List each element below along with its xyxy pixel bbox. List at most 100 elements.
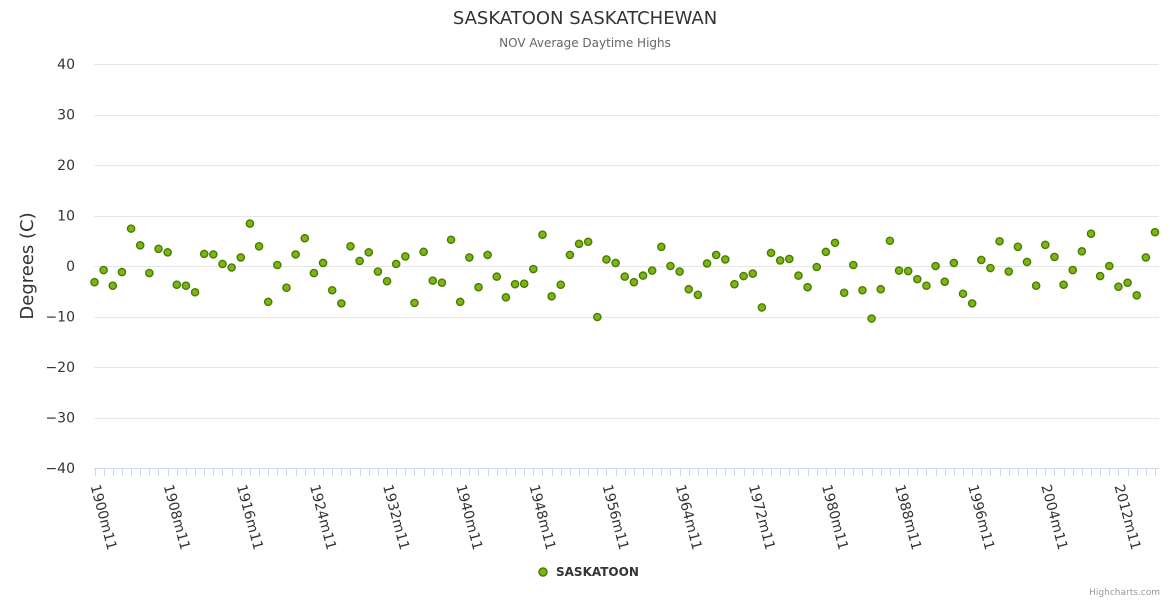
data-point[interactable] [355, 256, 364, 266]
data-point[interactable] [538, 230, 547, 239]
data-point[interactable] [785, 254, 794, 264]
data-point[interactable] [1004, 267, 1014, 276]
data-point[interactable] [977, 255, 986, 265]
data-point[interactable] [199, 249, 209, 259]
data-point[interactable] [721, 255, 730, 264]
data-point[interactable] [519, 279, 529, 288]
data-point[interactable] [629, 277, 639, 287]
data-point[interactable] [529, 264, 538, 274]
data-point[interactable] [748, 269, 758, 278]
data-point[interactable] [794, 271, 803, 280]
data-point[interactable] [849, 260, 858, 270]
data-point[interactable] [693, 290, 703, 300]
data-point[interactable] [437, 278, 447, 287]
data-point[interactable] [154, 244, 163, 254]
data-point[interactable] [1022, 257, 1032, 267]
data-point[interactable] [117, 267, 127, 277]
data-point[interactable] [373, 267, 383, 276]
data-point[interactable] [867, 314, 876, 323]
data-point[interactable] [282, 283, 291, 293]
data-point[interactable] [190, 287, 200, 297]
data-point[interactable] [611, 258, 620, 268]
data-point[interactable] [291, 250, 300, 259]
data-point[interactable] [1077, 247, 1087, 256]
data-point[interactable] [410, 298, 419, 308]
data-point[interactable] [364, 248, 374, 257]
credits[interactable]: Highcharts.com [1089, 588, 1160, 598]
data-point[interactable] [593, 312, 602, 322]
data-point[interactable] [446, 235, 456, 245]
data-point[interactable] [803, 282, 812, 292]
data-point[interactable] [565, 250, 575, 260]
data-point[interactable] [108, 281, 118, 290]
data-point[interactable] [922, 281, 931, 290]
data-point[interactable] [812, 262, 822, 272]
data-point[interactable] [684, 284, 694, 294]
data-point[interactable] [263, 297, 273, 307]
data-point[interactable] [465, 253, 474, 262]
data-point[interactable] [931, 261, 940, 271]
data-point[interactable] [346, 242, 355, 251]
data-point[interactable] [218, 259, 227, 269]
data-point[interactable] [986, 263, 995, 273]
data-point[interactable] [556, 280, 566, 289]
data-point[interactable] [309, 268, 319, 278]
data-point[interactable] [501, 293, 511, 302]
data-point[interactable] [830, 238, 840, 248]
data-point[interactable] [730, 279, 739, 289]
series-saskatoon[interactable] [90, 219, 1160, 323]
data-point[interactable] [1050, 252, 1059, 262]
data-point[interactable] [757, 303, 767, 312]
data-point[interactable] [995, 236, 1004, 246]
data-point[interactable] [474, 282, 483, 292]
data-point[interactable] [428, 276, 438, 285]
data-point[interactable] [602, 255, 611, 264]
data-point[interactable] [1086, 229, 1096, 238]
data-point[interactable] [1114, 282, 1123, 292]
data-point[interactable] [1068, 265, 1078, 275]
data-point[interactable] [657, 242, 666, 252]
data-point[interactable] [273, 260, 282, 270]
data-point[interactable] [894, 266, 904, 275]
legend-label[interactable]: SASKATOON [556, 565, 639, 579]
data-point[interactable] [1095, 271, 1105, 281]
data-point[interactable] [766, 248, 776, 258]
data-point[interactable] [1040, 240, 1050, 250]
data-point[interactable] [227, 263, 236, 272]
data-point[interactable] [858, 285, 867, 295]
data-point[interactable] [1013, 242, 1023, 252]
data-point[interactable] [638, 271, 648, 280]
data-point[interactable] [903, 266, 913, 276]
data-point[interactable] [913, 274, 922, 284]
data-point[interactable] [145, 268, 154, 278]
data-point[interactable] [702, 259, 712, 268]
data-point[interactable] [181, 281, 191, 290]
data-point[interactable] [1104, 261, 1114, 271]
data-point[interactable] [483, 250, 492, 260]
data-point[interactable] [419, 247, 428, 257]
data-point[interactable] [492, 272, 502, 281]
data-point[interactable] [126, 224, 136, 233]
data-point[interactable] [1123, 278, 1132, 287]
data-point[interactable] [254, 242, 264, 251]
data-point[interactable] [547, 291, 556, 301]
data-point[interactable] [967, 299, 977, 308]
data-point[interactable] [821, 247, 831, 257]
data-point[interactable] [455, 297, 465, 307]
data-point[interactable] [135, 240, 145, 250]
data-point[interactable] [958, 289, 968, 299]
data-point[interactable] [940, 277, 950, 286]
data-point[interactable] [647, 266, 657, 275]
data-point[interactable] [711, 250, 721, 260]
data-point[interactable] [245, 219, 255, 228]
data-point[interactable] [327, 285, 337, 295]
data-point[interactable] [620, 272, 630, 281]
data-point[interactable] [1059, 280, 1068, 289]
data-point[interactable] [1031, 281, 1041, 290]
data-point[interactable] [666, 261, 675, 271]
data-point[interactable] [337, 299, 346, 308]
data-point[interactable] [401, 252, 410, 261]
data-point[interactable] [839, 288, 849, 298]
data-point[interactable] [300, 233, 310, 243]
data-point[interactable] [510, 279, 520, 289]
